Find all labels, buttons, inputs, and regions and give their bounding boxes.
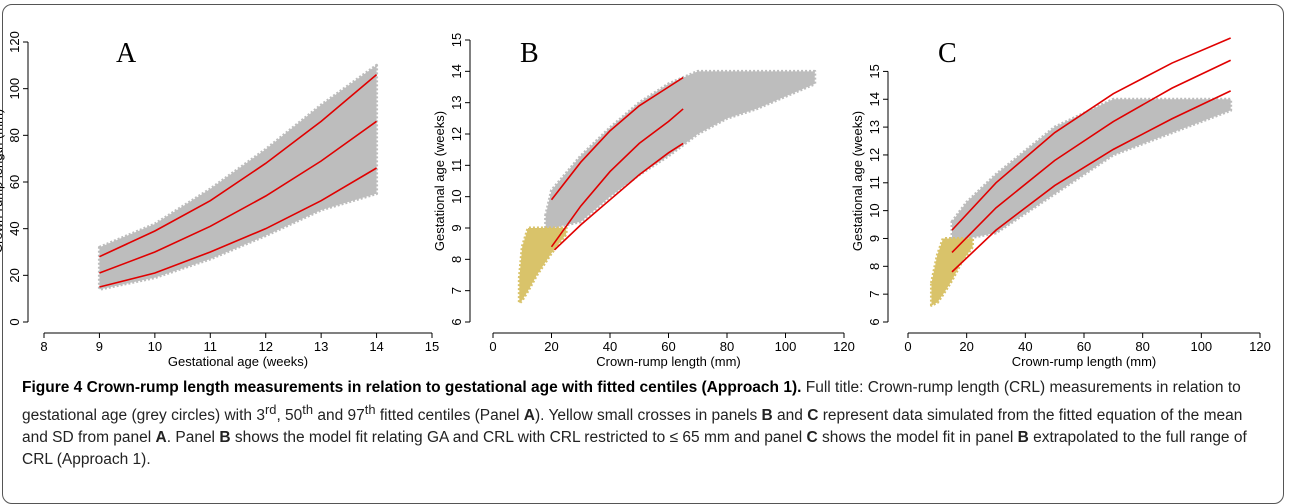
- panel-letter: B: [520, 38, 539, 69]
- x-tick-label: 0: [904, 339, 911, 354]
- caption-text: shows the model fit relating GA and CRL …: [230, 429, 807, 447]
- x-tick-label: 9: [96, 339, 103, 354]
- point-cloud: [950, 97, 1233, 240]
- x-tick-label: 80: [1135, 339, 1149, 354]
- y-tick-label: 60: [7, 175, 22, 189]
- y-tick-label: 40: [7, 221, 22, 235]
- caption-text: . Panel: [166, 429, 220, 447]
- y-axis-label: Crown-rump length (mm): [0, 109, 5, 253]
- y-tick-label: 13: [449, 95, 464, 109]
- caption-title: Figure 4 Crown-rump length measurements …: [22, 379, 802, 396]
- y-tick-label: 9: [867, 235, 882, 242]
- y-tick-label: 14: [867, 92, 882, 106]
- x-tick-label: 10: [148, 339, 162, 354]
- centile-line: [99, 120, 378, 274]
- y-tick-label: 11: [867, 176, 882, 190]
- x-axis-label: Gestational age (weeks): [168, 354, 308, 369]
- centile-line: [951, 90, 1232, 273]
- centile-line: [99, 167, 377, 288]
- x-tick-label: 20: [544, 339, 558, 354]
- x-tick-label: 120: [1249, 339, 1271, 354]
- y-tick-label: 13: [867, 120, 882, 134]
- x-tick-label: 60: [661, 339, 675, 354]
- x-tick-label: 12: [258, 339, 272, 354]
- y-tick-label: 10: [449, 189, 464, 203]
- caption-text: rd: [264, 402, 277, 417]
- caption-text: ). Yellow small crosses in panels: [534, 407, 762, 425]
- x-tick-label: 80: [720, 339, 734, 354]
- panel-letter: A: [116, 38, 137, 69]
- y-axis-label: Gestational age (weeks): [432, 111, 447, 251]
- caption-text: th: [364, 402, 376, 417]
- x-axis-label: Crown-rump length (mm): [1012, 354, 1156, 369]
- y-tick-label: 9: [449, 224, 464, 231]
- x-tick-label: 20: [959, 339, 973, 354]
- y-tick-label: 12: [867, 148, 882, 162]
- caption-text: B: [219, 429, 231, 447]
- y-tick-label: 6: [867, 318, 882, 325]
- y-axis-label: Gestational age (weeks): [850, 111, 865, 251]
- x-tick-label: 8: [40, 339, 47, 354]
- centile-line: [550, 76, 684, 201]
- x-tick-label: 13: [314, 339, 328, 354]
- x-tick-label: 14: [369, 339, 383, 354]
- x-axis-label: Crown-rump length (mm): [596, 354, 740, 369]
- point-cloud: [544, 69, 817, 230]
- y-tick-label: 11: [449, 159, 464, 173]
- y-tick-label: 10: [867, 203, 882, 217]
- y-tick-label: 6: [449, 318, 464, 325]
- y-tick-label: 120: [7, 31, 22, 53]
- caption-text: C: [807, 407, 819, 425]
- x-tick-label: 0: [489, 339, 496, 354]
- caption-text: th: [302, 402, 314, 417]
- caption-text: B: [1017, 429, 1029, 447]
- x-tick-label: 15: [425, 339, 439, 354]
- y-tick-label: 80: [7, 128, 22, 142]
- caption-text: , 50: [276, 407, 303, 425]
- y-tick-label: 14: [449, 64, 464, 78]
- x-tick-label: 100: [1190, 339, 1212, 354]
- y-tick-label: 15: [449, 33, 464, 47]
- x-tick-label: 40: [603, 339, 617, 354]
- caption-text: shows the model fit in panel: [817, 429, 1018, 447]
- point-cloud: [97, 63, 379, 291]
- caption-text: extrapolated to the full range of CRL (A…: [22, 429, 1247, 469]
- caption-text: fitted centiles (Panel: [375, 407, 524, 425]
- y-tick-label: 15: [867, 64, 882, 78]
- x-tick-label: 120: [833, 339, 855, 354]
- x-tick-label: 100: [775, 339, 797, 354]
- caption: Figure 4 Crown-rump length measurements …: [22, 377, 1272, 471]
- x-tick-label: 11: [204, 339, 218, 354]
- y-tick-label: 7: [449, 287, 464, 294]
- centile-line: [951, 59, 1232, 253]
- y-tick-label: 100: [7, 78, 22, 100]
- caption-text: and 97: [313, 407, 365, 425]
- panel-letter: C: [938, 38, 957, 69]
- caption-text: C: [806, 429, 818, 447]
- x-tick-label: 40: [1018, 339, 1032, 354]
- y-tick-label: 0: [7, 318, 22, 325]
- point-cloud: [517, 226, 568, 305]
- y-tick-label: 20: [7, 268, 22, 282]
- caption-text: and: [772, 407, 808, 425]
- y-tick-label: 8: [449, 256, 464, 263]
- centile-line: [951, 37, 1231, 231]
- centile-line: [99, 74, 378, 258]
- centile-line: [550, 108, 684, 248]
- x-tick-label: 60: [1077, 339, 1091, 354]
- y-tick-label: 8: [867, 263, 882, 270]
- y-tick-label: 7: [867, 291, 882, 298]
- caption-text: represent data simulated from the fitted…: [22, 407, 1243, 447]
- caption-text: Full title: Crown-rump length (CRL) meas…: [22, 379, 1241, 425]
- y-tick-label: 12: [449, 127, 464, 141]
- caption-text: A: [155, 429, 167, 447]
- centile-line: [553, 142, 684, 251]
- caption-text: A: [523, 407, 535, 425]
- caption-text: B: [761, 407, 773, 425]
